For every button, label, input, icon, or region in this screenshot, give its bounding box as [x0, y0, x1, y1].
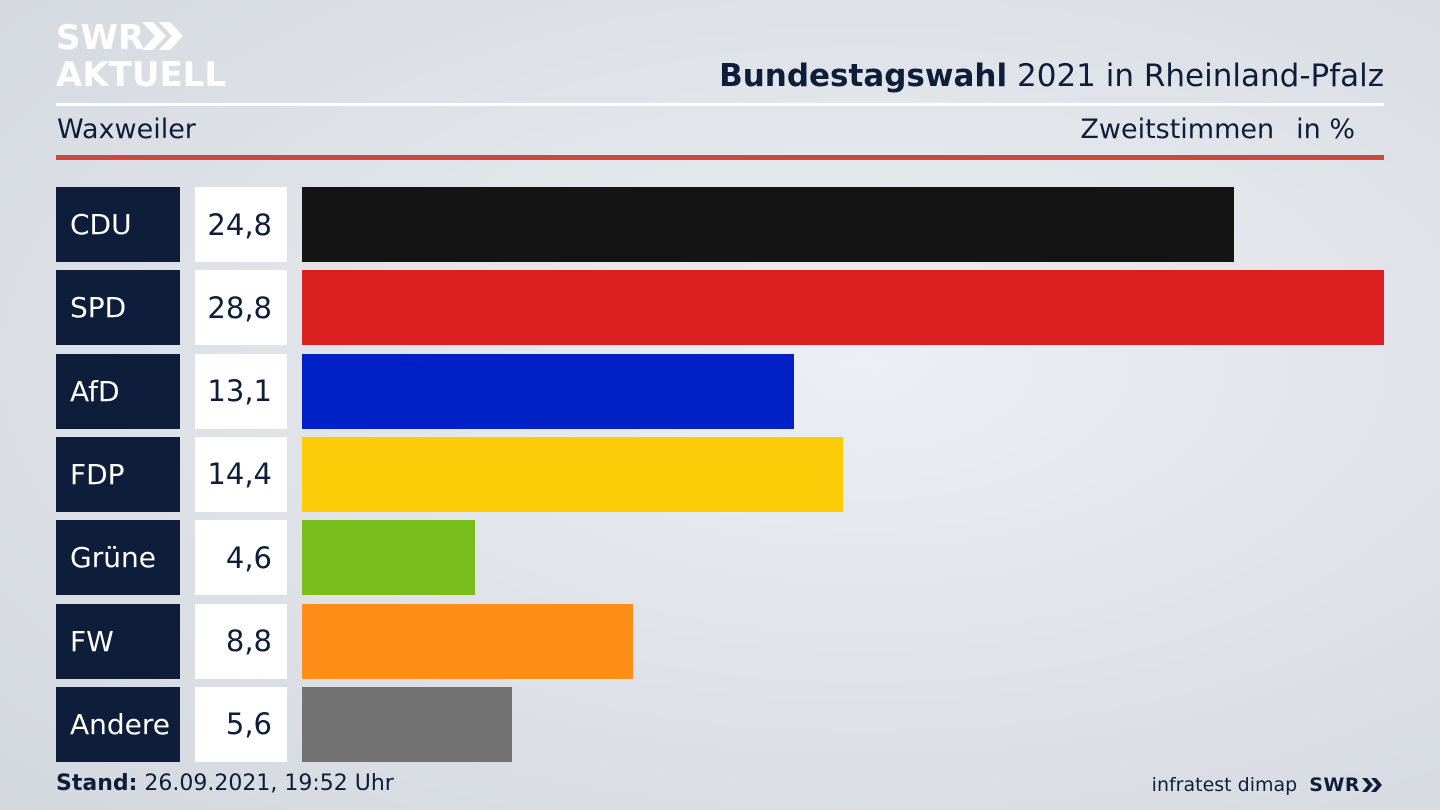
bar	[302, 353, 795, 429]
bar	[302, 270, 1384, 346]
bar-chart: CDU 24,8 SPD 28,8 AfD 13,1 FDP 14,4 Grüne 4,6 FW 8,…	[56, 187, 1384, 762]
party-label: SPD	[56, 270, 180, 346]
party-label: CDU	[56, 187, 180, 262]
bar	[302, 603, 633, 679]
chart-row: Andere 5,6	[56, 686, 1384, 762]
value-label: 14,4	[195, 436, 287, 512]
chart-row: SPD 28,8	[56, 270, 1384, 346]
logo-line2: AKTUELL	[56, 55, 226, 90]
measure-label: Zweitstimmen	[1080, 114, 1275, 145]
value-label: 28,8	[195, 270, 287, 346]
value-label: 5,6	[195, 686, 287, 762]
party-label: FDP	[56, 436, 180, 512]
bar	[302, 436, 843, 512]
chart-row: CDU 24,8	[56, 187, 1384, 262]
swr-aktuell-logo: SWR AKTUELL	[56, 18, 231, 90]
chart-row: FW 8,8	[56, 603, 1384, 679]
value-label: 4,6	[195, 520, 287, 596]
stand-label: Stand:	[56, 771, 138, 796]
chart-row: FDP 14,4	[56, 436, 1384, 512]
title-rest: 2021 in Rheinland-Pfalz	[1017, 58, 1384, 94]
bar	[302, 686, 513, 762]
logo-line1: SWR	[56, 18, 144, 58]
accent-divider	[56, 155, 1384, 160]
value-label: 8,8	[195, 603, 287, 679]
measure-unit: Zweitstimmen in %	[1080, 114, 1355, 145]
chevron-double-right-icon	[1362, 778, 1382, 792]
swr-brand: SWR	[1309, 774, 1360, 796]
header-divider	[56, 103, 1384, 106]
footer-branding: infratest dimap SWR	[1152, 771, 1384, 799]
title-bold: Bundestagswahl	[719, 58, 1008, 94]
chart-row: Grüne 4,6	[56, 520, 1384, 596]
bar	[302, 187, 1234, 262]
timestamp: Stand: 26.09.2021, 19:52 Uhr	[56, 771, 394, 796]
party-label: FW	[56, 603, 180, 679]
source-label: infratest dimap	[1151, 774, 1298, 796]
party-label: Grüne	[56, 520, 180, 596]
location-label: Waxweiler	[57, 114, 196, 145]
bar	[302, 520, 475, 596]
stand-value: 26.09.2021, 19:52 Uhr	[144, 771, 394, 796]
chevron-double-right-icon	[142, 22, 183, 50]
swr-footer-logo: SWR	[1309, 774, 1384, 796]
value-label: 24,8	[195, 187, 287, 262]
unit-label: in %	[1296, 114, 1355, 145]
chart-row: AfD 13,1	[56, 353, 1384, 429]
party-label: AfD	[56, 353, 180, 429]
value-label: 13,1	[195, 353, 287, 429]
page-title: Bundestagswahl 2021 in Rheinland-Pfalz	[719, 58, 1384, 94]
party-label: Andere	[56, 686, 180, 762]
